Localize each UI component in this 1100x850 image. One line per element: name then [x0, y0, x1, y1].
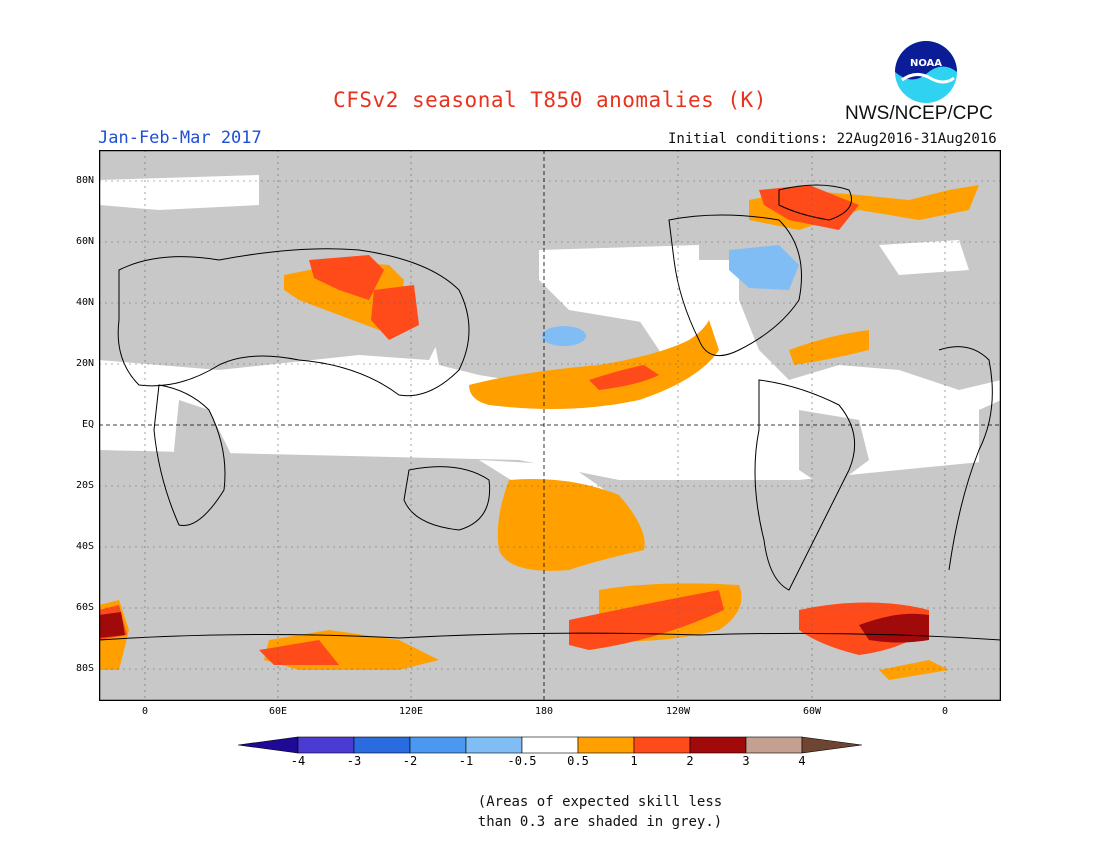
lon-label: 0 — [941, 706, 949, 717]
lat-label: 20N — [75, 358, 94, 369]
lon-label: 60W — [802, 706, 822, 717]
colorbar-label: -2 — [402, 754, 418, 768]
reference-lines — [99, 150, 1001, 701]
colorbar — [238, 736, 862, 754]
lon-label: 60E — [268, 706, 288, 717]
chart-title: CFSv2 seasonal T850 anomalies (K) — [333, 88, 767, 112]
lon-label: 120E — [398, 706, 424, 717]
colorbar-label: 4 — [798, 754, 806, 768]
colorbar-segment — [353, 736, 411, 754]
lat-label: 60S — [75, 602, 94, 613]
skill-note: (Areas of expected skill less than 0.3 a… — [420, 792, 780, 832]
anomaly-map — [99, 150, 1001, 701]
colorbar-segment — [633, 736, 691, 754]
skill-note-line: (Areas of expected skill less — [477, 794, 723, 810]
noaa-logo-icon: NOAA — [895, 41, 957, 103]
colorbar-segment — [801, 736, 862, 754]
lat-label: EQ — [81, 419, 94, 430]
colorbar-segment — [521, 736, 579, 754]
anomaly-neg-0.5 — [542, 245, 799, 346]
lat-label: 40N — [75, 297, 94, 308]
colorbar-label: -0.5 — [507, 754, 537, 768]
season-label: Jan-Feb-Mar 2017 — [98, 128, 262, 148]
colorbar-label: -4 — [290, 754, 306, 768]
colorbar-label: 1 — [630, 754, 638, 768]
lon-label: 120W — [665, 706, 691, 717]
agency-label: NWS/NCEP/CPC — [845, 103, 993, 124]
lat-label: 60N — [75, 236, 94, 247]
lat-label: 40S — [75, 541, 94, 552]
colorbar-segment — [465, 736, 523, 754]
colorbar-label: 0.5 — [567, 754, 589, 768]
lat-label: 80S — [75, 663, 94, 674]
colorbar-segment — [745, 736, 803, 754]
coastlines — [99, 184, 1001, 641]
colorbar-segment — [238, 736, 299, 754]
colorbar-segment — [409, 736, 467, 754]
graticule — [99, 150, 1001, 701]
colorbar-segment — [689, 736, 747, 754]
logo-text: NOAA — [910, 58, 942, 69]
colorbar-label: 3 — [742, 754, 750, 768]
lon-label: 0 — [141, 706, 149, 717]
lon-label: 180 — [534, 706, 554, 717]
initial-conditions-label: Initial conditions: 22Aug2016-31Aug2016 — [668, 131, 997, 147]
colorbar-segment — [577, 736, 635, 754]
colorbar-label: 2 — [686, 754, 694, 768]
colorbar-segment — [297, 736, 355, 754]
skill-note-line: than 0.3 are shaded in grey.) — [477, 814, 723, 830]
lat-label: 20S — [75, 480, 94, 491]
colorbar-label: -1 — [458, 754, 474, 768]
lat-label: 80N — [75, 175, 94, 186]
colorbar-label: -3 — [346, 754, 362, 768]
